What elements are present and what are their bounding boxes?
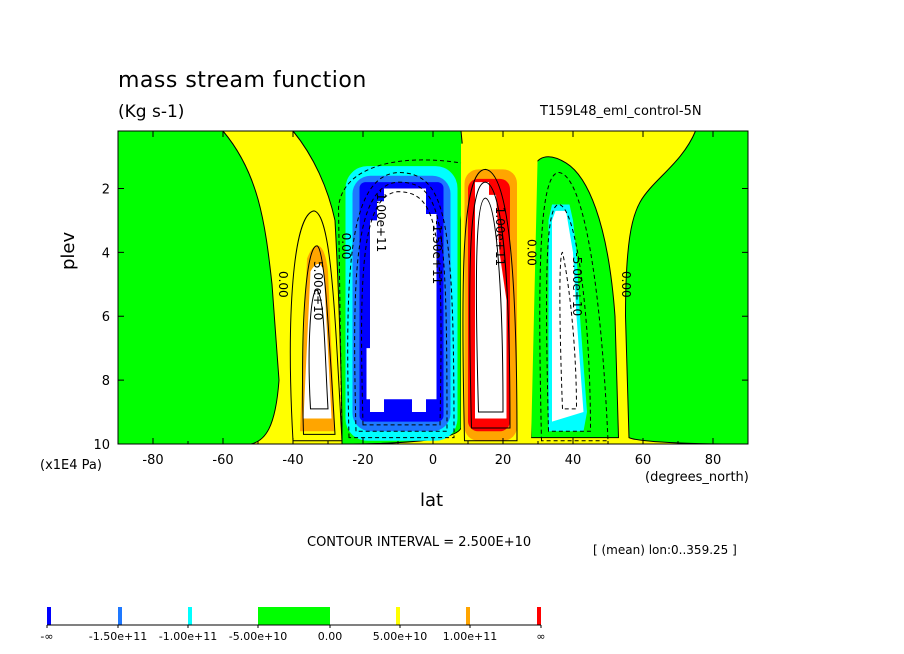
x-tick-label: 0 [429, 453, 437, 468]
contour-south-75 [308, 290, 329, 410]
contour-label: 5.00e+10 [311, 261, 325, 320]
colorbar-label: -1.50e+11 [89, 630, 147, 643]
contour-label: -5.00e+10 [570, 252, 584, 316]
contour-trop-outer [337, 159, 462, 441]
y-tick-label: 6 [102, 310, 110, 325]
contour-north-50 [469, 181, 511, 429]
y-tick-label: 4 [102, 246, 110, 261]
colorbar-segment [258, 607, 330, 625]
colorbar-label: 0.00 [318, 630, 343, 643]
colorbar-segment [466, 607, 470, 625]
y-tick-label: 10 [93, 438, 110, 453]
x-tick-label: -20 [352, 453, 373, 468]
contour-north-25 [462, 168, 518, 442]
colorbar-segment-bg [188, 607, 258, 625]
x-unit-note: (degrees_north) [645, 470, 749, 485]
chart-units: (Kg s-1) [118, 102, 185, 122]
contour-fields [117, 130, 749, 445]
colorbar-label: ∞ [536, 630, 545, 643]
colorbar-segment-bg [470, 607, 541, 625]
colorbar-label: -∞ [40, 630, 53, 643]
x-tick-label: 40 [565, 453, 582, 468]
colorbar-segment [118, 607, 122, 625]
x-tick-label: -80 [142, 453, 163, 468]
contour-north-neg-25 [539, 172, 609, 442]
y-tick-label: 2 [102, 182, 110, 197]
x-tick-label: 20 [495, 453, 512, 468]
colorbar-label: -5.00e+10 [229, 630, 287, 643]
colorbar-segment-bg [47, 607, 118, 625]
colorbar-segment [188, 607, 192, 625]
colorbar-segment [537, 607, 541, 625]
colorbar-label: 1.00e+11 [443, 630, 497, 643]
contour-lines [289, 159, 609, 442]
field-negative-south [117, 130, 280, 445]
y-ticks: 2 4 6 8 10 [93, 182, 748, 453]
contour-label: 0.00 [276, 271, 290, 298]
cell-north-core [475, 182, 507, 419]
contour-north-neg-50 [546, 203, 592, 432]
run-label: T159L48_eml_control-5N [540, 104, 702, 119]
y-tick-label: 8 [102, 374, 110, 389]
contour-labels: 0.00 5.00e+10 0.00 -1.00e+11 -1.50e+11 1.00e+… [276, 189, 633, 321]
colorbar-segment-bg [118, 607, 188, 625]
x-ticks: -80 -60 -40 -20 0 20 40 60 80 [117, 131, 749, 468]
contour-label: 0.00 [339, 233, 353, 260]
contour-north-neg-75 [559, 251, 578, 410]
y-unit-note: (x1E4 Pa) [40, 458, 102, 473]
colorbar-segment-bg [400, 607, 470, 625]
mean-note: [ (mean) lon:0..359.25 ] [593, 543, 737, 557]
contour-label: 0.00 [525, 239, 539, 266]
contour-label: -1.50e+11 [430, 220, 444, 284]
contour-label: -1.00e+11 [374, 189, 388, 253]
x-axis-label: lat [420, 490, 444, 511]
colorbar-segment [396, 607, 400, 625]
contour-south-50 [302, 245, 336, 435]
contour-trop-25 [347, 172, 455, 439]
colorbar-label: -1.00e+11 [159, 630, 217, 643]
cell-trop-core [366, 188, 437, 413]
colorbar-label: 5.00e+10 [373, 630, 427, 643]
colorbar-segment [47, 607, 51, 625]
colorbar: -∞ -1.50e+11 -1.00e+11 -5.00e+10 0.00 5.00e+1… [40, 607, 546, 643]
contour-label: 0.00 [619, 271, 633, 298]
x-tick-label: -60 [212, 453, 233, 468]
contour-south-25 [289, 210, 343, 442]
contour-north-100 [475, 197, 504, 413]
x-tick-label: 80 [705, 453, 722, 468]
contour-trop-100 [361, 191, 442, 426]
contour-label: 1.00e+11 [493, 207, 507, 266]
contour-interval: CONTOUR INTERVAL = 2.500E+10 [307, 535, 532, 550]
x-tick-label: 60 [635, 453, 652, 468]
cell-south-core [303, 264, 332, 419]
x-tick-label: -40 [282, 453, 303, 468]
colorbar-segment-bg [330, 607, 400, 625]
chart-title: mass stream function [118, 68, 367, 93]
